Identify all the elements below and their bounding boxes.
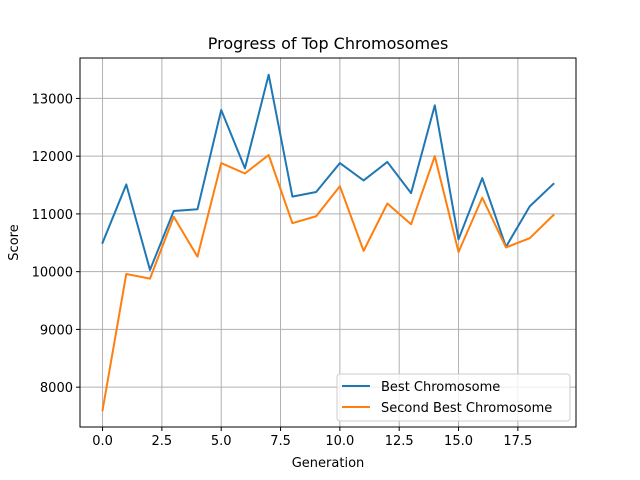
y-axis-label: Score xyxy=(7,224,22,260)
x-tick-label: 12.5 xyxy=(385,434,414,449)
x-tick-label: 7.5 xyxy=(270,434,291,449)
x-tick-label: 2.5 xyxy=(152,434,173,449)
legend-label-best: Best Chromosome xyxy=(381,380,500,395)
legend-box xyxy=(336,373,571,422)
y-tick-label: 12000 xyxy=(32,150,73,165)
legend: Best Chromosome Second Best Chromosome xyxy=(336,373,571,422)
x-axis-ticks: 0.0 2.5 5.0 7.5 10.0 12.5 15.0 17.5 xyxy=(92,427,532,449)
x-axis-label: Generation xyxy=(292,456,365,471)
y-tick-label: 13000 xyxy=(32,92,73,107)
y-tick-label: 9000 xyxy=(40,323,73,338)
x-tick-label: 10.0 xyxy=(325,434,354,449)
x-tick-label: 15.0 xyxy=(444,434,473,449)
grid xyxy=(80,58,576,427)
x-tick-label: 5.0 xyxy=(211,434,232,449)
y-tick-label: 10000 xyxy=(32,266,73,281)
chart-title: Progress of Top Chromosomes xyxy=(208,34,449,53)
series-second-best-chromosome-line xyxy=(101,154,555,412)
y-tick-label: 8000 xyxy=(40,381,73,396)
x-tick-label: 17.5 xyxy=(503,434,532,449)
legend-label-second-best: Second Best Chromosome xyxy=(381,401,552,416)
plot-frame xyxy=(79,57,577,428)
x-tick-label: 0.0 xyxy=(92,434,113,449)
series-lines xyxy=(101,73,555,412)
y-tick-label: 11000 xyxy=(32,208,73,223)
series-best-chromosome-line xyxy=(101,73,555,271)
y-axis-ticks: 8000 9000 10000 11000 12000 13000 xyxy=(32,92,80,396)
